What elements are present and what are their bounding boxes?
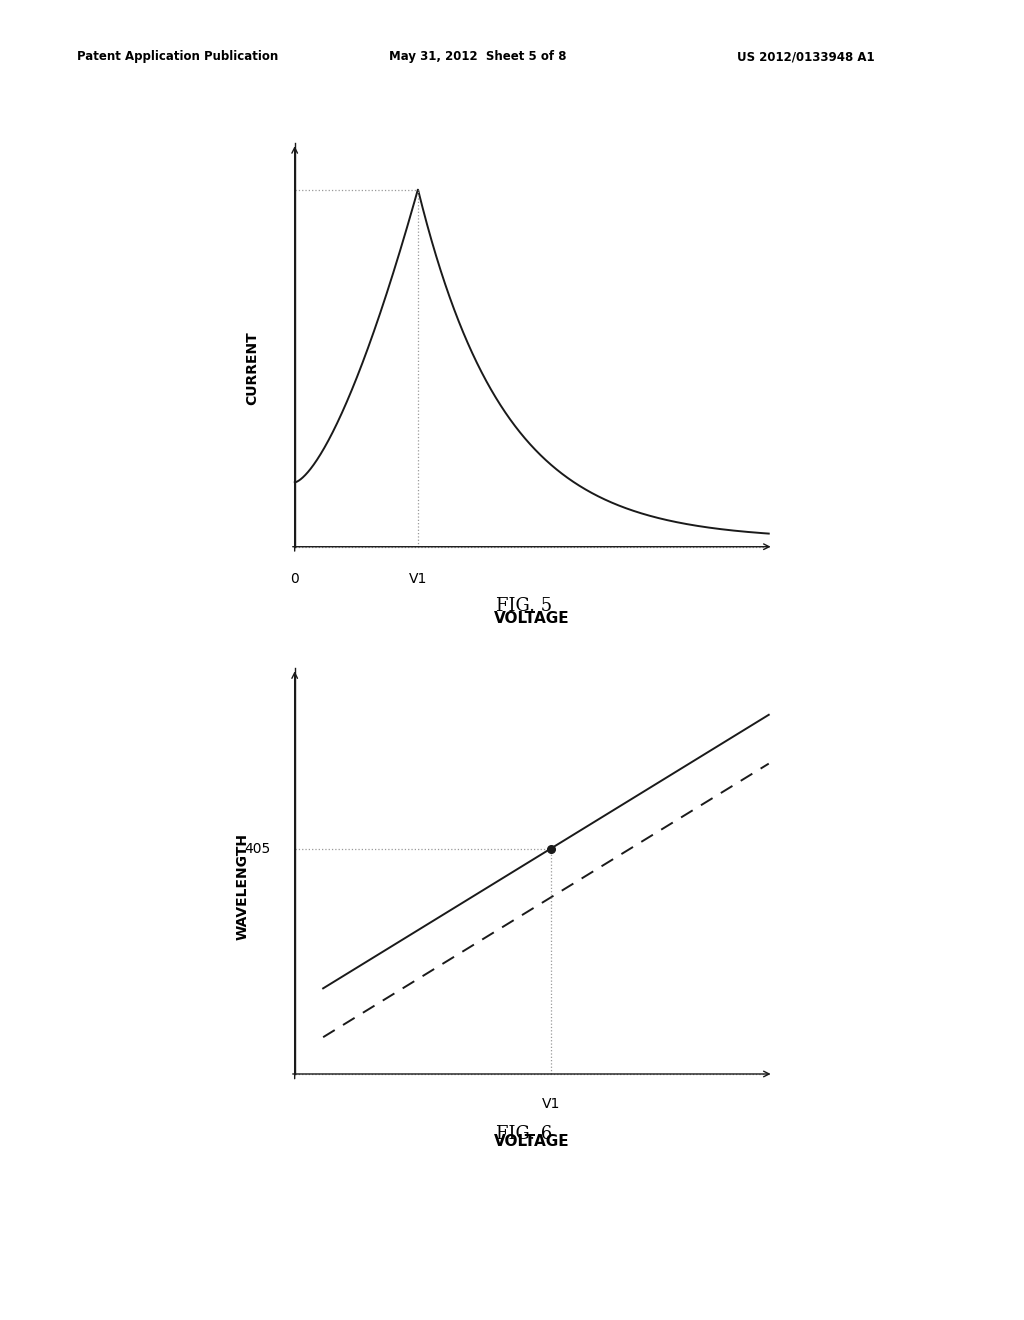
Text: CURRENT: CURRENT [245, 331, 259, 405]
Text: FIG. 5: FIG. 5 [497, 597, 552, 615]
Text: VOLTAGE: VOLTAGE [494, 611, 569, 626]
Text: 405: 405 [245, 842, 271, 855]
Text: FIG. 6: FIG. 6 [497, 1125, 552, 1143]
Text: 0: 0 [291, 572, 299, 586]
Text: V1: V1 [542, 1097, 560, 1110]
Text: May 31, 2012  Sheet 5 of 8: May 31, 2012 Sheet 5 of 8 [389, 50, 566, 63]
Text: V1: V1 [409, 572, 427, 586]
Text: Patent Application Publication: Patent Application Publication [77, 50, 279, 63]
Text: VOLTAGE: VOLTAGE [494, 1134, 569, 1150]
Text: WAVELENGTH: WAVELENGTH [236, 833, 250, 940]
Text: US 2012/0133948 A1: US 2012/0133948 A1 [737, 50, 874, 63]
